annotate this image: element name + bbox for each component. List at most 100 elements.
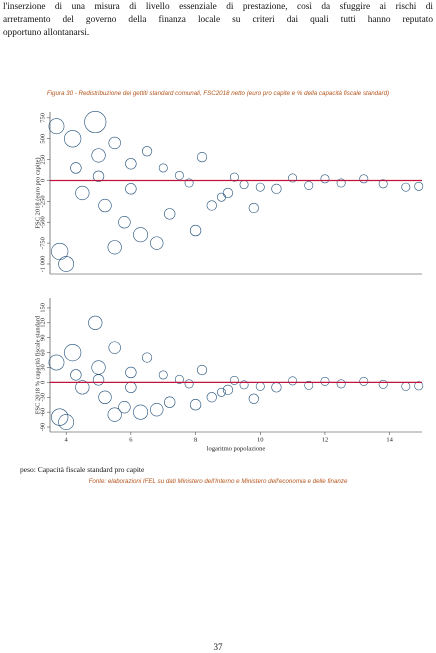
y-tick-label: -500 (39, 216, 46, 228)
bubble (216, 192, 226, 202)
bubble (118, 216, 131, 229)
y-tick-label: 90 (39, 334, 46, 341)
bubble (51, 408, 69, 426)
bubble (64, 130, 82, 148)
bubble (98, 390, 112, 404)
bubble (189, 399, 202, 411)
bubble (75, 380, 90, 395)
x-tick-label: 10 (257, 436, 264, 443)
bubble (174, 171, 184, 180)
bubble (206, 200, 217, 211)
bubble (222, 384, 234, 395)
bubble (107, 240, 122, 255)
bubble (108, 341, 121, 354)
bubble (216, 387, 226, 397)
x-tick-label: 6 (129, 436, 133, 443)
bubble (125, 158, 137, 170)
bubble (359, 174, 369, 184)
bubble (304, 380, 314, 390)
y-tick-label: 750 (39, 113, 46, 123)
bubble (255, 381, 265, 391)
bubble (48, 118, 65, 135)
bubble (48, 354, 65, 371)
bubble (58, 256, 75, 272)
bubble (133, 227, 149, 243)
y-tick-label: 250 (39, 155, 46, 165)
bubble (88, 315, 103, 330)
bubble (248, 393, 259, 404)
source: Fonte: elaborazioni IFEL su dati Ministe… (88, 478, 348, 485)
bubble (184, 379, 194, 389)
y-tick-label: 500 (39, 134, 46, 144)
bubble (239, 180, 249, 190)
bubble (304, 181, 314, 190)
bubble (150, 236, 164, 250)
bubble (64, 343, 82, 362)
bubble (107, 407, 122, 422)
y-tick-label: 30 (39, 364, 46, 371)
bubble (271, 382, 282, 393)
bubble (359, 376, 369, 386)
bubble (92, 374, 105, 386)
bubble (125, 381, 137, 393)
bubble (401, 182, 411, 192)
bubble (401, 381, 411, 391)
bubble (91, 360, 106, 375)
bubble (84, 110, 107, 134)
bubble (92, 170, 105, 182)
bubble (378, 379, 388, 389)
bubble (118, 401, 131, 414)
bubble (70, 162, 82, 174)
y-tick-label: -90 (39, 423, 46, 432)
x-tick-label: 12 (322, 436, 329, 443)
bubble (141, 352, 153, 363)
bubble (125, 183, 137, 195)
charts: -1 000 -750 -500 -250 0 250 500 750 FSC 2018 (eu… (34, 110, 424, 452)
bubble (189, 224, 202, 237)
bubble (164, 208, 176, 220)
bubble (51, 242, 69, 261)
y-tick-label: -30 (39, 393, 46, 402)
bubble (336, 178, 346, 188)
bubble (196, 364, 208, 376)
figure-caption: Figura 30 - Redistribuzione dei gettiti … (46, 90, 390, 97)
bubble (184, 178, 194, 188)
bubble (125, 366, 137, 379)
x-tick-label: 14 (386, 436, 393, 443)
bubble (70, 369, 82, 381)
y-tick-label: -1 000 (39, 256, 46, 273)
bubble (206, 392, 217, 403)
y-axis-label: FSC 2018 (euro pro capite) (34, 157, 41, 228)
bubble (336, 379, 346, 389)
bubble (133, 404, 149, 420)
bubble (108, 136, 121, 150)
bubble (158, 370, 168, 380)
bubble (255, 182, 265, 192)
bubble (150, 403, 164, 417)
bubble (248, 202, 259, 214)
bubble (229, 375, 239, 385)
y-axis-label: FSC 2018 % capacità fiscale standard (34, 315, 41, 414)
paragraph-line: opportuno allontanarsi. (3, 28, 90, 38)
note: peso: Capacità fiscale standard pro capi… (20, 465, 145, 474)
x-tick-label: 4 (65, 436, 69, 443)
y-tick-label: -60 (39, 408, 46, 417)
bubble (378, 179, 388, 189)
bubble (141, 146, 153, 157)
bubble (239, 380, 249, 390)
y-tick-label: 120 (39, 318, 46, 328)
y-tick-label: 0 (39, 179, 46, 182)
x-tick-label: 8 (194, 436, 197, 443)
y-tick-label: 60 (39, 349, 46, 356)
bubble (288, 376, 298, 386)
y-tick-label: -750 (39, 237, 46, 249)
bubble (414, 181, 424, 191)
bubble (75, 185, 90, 201)
bubble (271, 183, 282, 194)
y-tick-label: 150 (39, 303, 46, 313)
bubble (288, 173, 298, 183)
bubble (229, 172, 239, 182)
bubble (91, 148, 106, 163)
bubble (320, 376, 330, 386)
